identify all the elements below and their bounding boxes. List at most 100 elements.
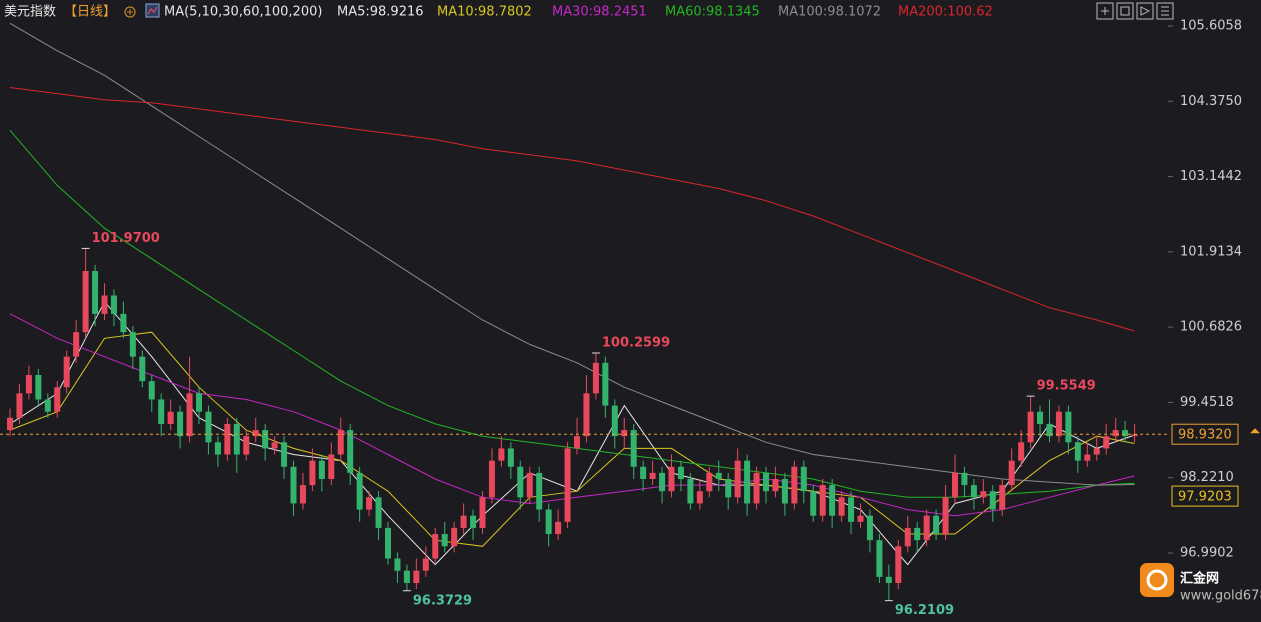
legend: MA5:98.9216 MA10:98.7802 MA30:98.2451 MA60:… — [337, 5, 993, 20]
candle-body — [715, 472, 722, 479]
extreme-label: 96.2109 — [895, 603, 954, 618]
candle-body — [262, 430, 269, 449]
candle-body — [1103, 436, 1110, 449]
candle-body — [980, 491, 987, 498]
candle-body — [848, 497, 855, 522]
candle-body — [7, 417, 13, 431]
candle-body — [214, 442, 221, 455]
period-label[interactable]: 【日线】 — [64, 5, 116, 20]
candle-body — [1112, 430, 1119, 437]
extreme-label: 99.5549 — [1037, 379, 1096, 394]
candle-body — [1074, 442, 1081, 461]
candle-body — [167, 411, 174, 424]
candle-body — [725, 478, 732, 498]
candle-body — [942, 497, 949, 535]
candle-body — [290, 466, 297, 504]
candle-body — [555, 521, 562, 535]
logo-icon — [1140, 563, 1174, 597]
candle-body — [196, 393, 202, 412]
y-tick-label: 99.4518 — [1180, 395, 1234, 410]
candle-body — [337, 430, 344, 455]
candle-body — [800, 466, 807, 492]
tool-button[interactable] — [1156, 2, 1174, 20]
legend-entry: MA200:100.62 — [898, 5, 993, 20]
candle-body — [611, 405, 618, 437]
candle-body — [470, 515, 477, 528]
candle-body — [299, 485, 306, 504]
candle-body — [507, 448, 514, 467]
candle-body — [318, 460, 325, 479]
extreme-label: 100.2599 — [602, 335, 670, 350]
candle-body — [914, 527, 921, 541]
price-box — [1171, 423, 1239, 445]
price-box-label: 97.9203 — [1178, 490, 1232, 505]
candle-body — [347, 430, 354, 473]
candle-body — [92, 271, 99, 314]
y-tick-label: 104.3750 — [1180, 94, 1242, 109]
candle-body — [545, 509, 552, 535]
candle-body — [583, 393, 590, 437]
y-tick-label: 103.1442 — [1180, 169, 1242, 184]
candle-body — [574, 436, 580, 449]
candle-body — [186, 393, 193, 437]
candle-body — [177, 411, 184, 437]
candle-body — [621, 430, 628, 437]
add-icon[interactable] — [124, 6, 136, 18]
tool-button[interactable] — [1136, 2, 1154, 20]
tool-button[interactable] — [1096, 2, 1114, 20]
candle-body — [16, 393, 23, 418]
indicator-icon-line — [147, 6, 158, 15]
candle-body — [857, 515, 864, 522]
y-tick-label: 96.9902 — [1180, 545, 1234, 560]
candle-body — [385, 527, 391, 559]
candle-body — [309, 460, 316, 486]
candle-body — [791, 466, 798, 504]
candle-body — [441, 534, 448, 547]
candle-body — [498, 448, 505, 461]
candle-body — [1093, 448, 1100, 455]
plot-area — [0, 22, 1173, 602]
candle-body — [970, 485, 977, 498]
candle-body — [356, 472, 363, 510]
legend-entry: MA60:98.1345 — [665, 5, 760, 20]
candle-body — [677, 466, 684, 479]
candle-body — [885, 576, 892, 583]
candle-body — [1084, 454, 1091, 461]
candle-body — [602, 362, 609, 406]
candle-body — [829, 485, 836, 516]
candle-body — [630, 430, 637, 467]
candle-body — [517, 466, 524, 498]
candle-body — [640, 466, 647, 479]
candle-body — [753, 472, 760, 504]
tool-button[interactable] — [1116, 2, 1134, 20]
ma-line — [9, 331, 1135, 547]
candle-body — [961, 472, 968, 486]
candle-body — [451, 527, 458, 547]
candle-body — [781, 478, 788, 504]
tool-glyphs — [1101, 6, 1169, 16]
candle-body — [592, 362, 599, 394]
candle-body — [772, 478, 779, 492]
candle-body — [1055, 411, 1062, 437]
candle-body — [158, 399, 165, 424]
candle-body — [923, 515, 930, 541]
candle-body — [479, 497, 486, 528]
y-tick-label: 98.2210 — [1180, 470, 1234, 485]
candle-body — [271, 442, 278, 449]
candle-body — [110, 295, 117, 314]
candle-body — [1027, 411, 1034, 443]
candle-body — [763, 472, 769, 492]
extreme-label: 96.3729 — [413, 593, 472, 608]
candle-body — [366, 497, 373, 510]
legend-entry: MA30:98.2451 — [552, 5, 647, 20]
candle-body — [129, 332, 136, 357]
candle-body — [488, 460, 495, 498]
y-tick-label: 105.6058 — [1180, 19, 1242, 34]
legend-entry: MA5:98.9216 — [337, 5, 424, 20]
candle-body — [120, 313, 127, 333]
candle-body — [810, 491, 817, 516]
candle-body — [659, 472, 666, 492]
candle-body — [25, 375, 32, 394]
candle-body — [952, 472, 958, 498]
